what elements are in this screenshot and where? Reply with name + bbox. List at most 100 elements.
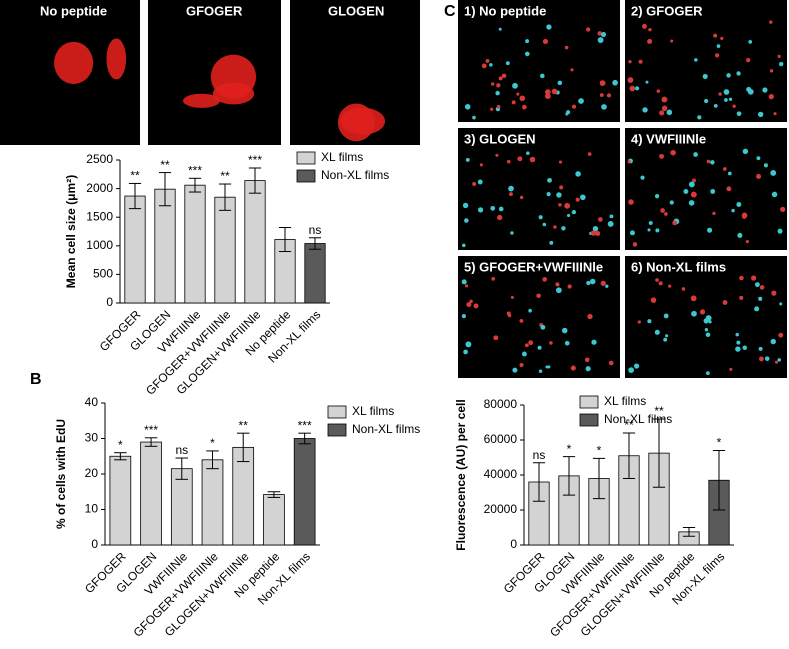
error-bar	[267, 491, 281, 498]
nucleus	[732, 104, 736, 108]
significance: ns	[175, 443, 188, 457]
nucleus	[656, 89, 661, 93]
nucleus	[736, 340, 741, 345]
error-bar	[278, 226, 292, 253]
nucleus	[726, 186, 732, 192]
nucleus	[654, 194, 660, 199]
nucleus	[608, 360, 614, 366]
nucleus	[655, 278, 659, 282]
nucleus	[509, 192, 513, 197]
nucleus	[553, 225, 557, 229]
nucleus	[706, 371, 710, 376]
nucleus	[758, 356, 764, 362]
nucleus	[498, 76, 503, 81]
nucleus	[571, 209, 577, 215]
nucleus	[521, 351, 527, 357]
nucleus	[724, 98, 728, 102]
error-bar	[532, 462, 546, 502]
nucleus	[599, 93, 604, 97]
nucleus	[727, 171, 732, 176]
nucleus	[580, 194, 586, 201]
y-tick-label: 1000	[86, 238, 113, 252]
nucleus	[715, 53, 720, 58]
bar	[244, 180, 266, 304]
nucleus	[692, 178, 696, 183]
nucleus	[722, 167, 727, 171]
nucleus	[713, 103, 718, 108]
nucleus	[697, 115, 702, 120]
y-tick-label: 0	[91, 537, 98, 551]
nucleus	[647, 319, 652, 324]
panel-label: C	[444, 3, 456, 20]
nucleus	[713, 33, 718, 38]
micrograph	[458, 256, 620, 378]
nucleus	[708, 320, 712, 324]
nucleus	[770, 169, 777, 176]
nucleus	[633, 363, 640, 369]
error-bar	[622, 432, 636, 479]
nucleus	[759, 285, 765, 290]
nucleus	[771, 290, 777, 296]
nucleus	[648, 221, 653, 225]
significance: *	[210, 436, 215, 450]
nucleus	[742, 345, 748, 351]
y-tick-label: 2500	[86, 152, 113, 166]
legend-label: XL films	[604, 394, 646, 408]
nucleus	[586, 280, 591, 286]
nucleus	[544, 93, 551, 99]
nucleus	[524, 343, 529, 348]
y-tick-label: 40000	[484, 467, 518, 481]
bar	[109, 455, 132, 546]
legend-label: Non-XL films	[352, 422, 420, 436]
significance: **	[239, 418, 249, 432]
cell	[210, 54, 257, 99]
nucleus	[519, 195, 524, 200]
nucleus	[510, 231, 514, 235]
nucleus	[561, 226, 566, 231]
nucleus	[658, 281, 663, 286]
cell	[182, 93, 221, 108]
nucleus	[718, 92, 722, 96]
nucleus	[542, 38, 549, 45]
significance: *	[567, 442, 572, 456]
nucleus	[512, 367, 518, 373]
nucleus	[758, 346, 763, 351]
error-bar	[158, 172, 172, 207]
nucleus	[703, 98, 709, 104]
y-axis-label: Mean cell size (μm²)	[64, 175, 78, 288]
nucleus	[612, 79, 618, 86]
nucleus	[507, 313, 512, 318]
legend-swatch	[579, 395, 599, 409]
nucleus	[683, 189, 689, 194]
y-tick-label: 2000	[86, 181, 113, 195]
nucleus	[764, 356, 770, 361]
nucleus	[627, 160, 631, 164]
cell	[54, 41, 94, 85]
nucleus	[746, 57, 751, 63]
error-bar	[592, 457, 606, 500]
significance: ***	[298, 418, 312, 432]
nucleus	[540, 73, 545, 79]
legend-label: Non-XL films	[321, 168, 389, 182]
nucleus	[549, 240, 554, 245]
nucleus	[756, 173, 762, 179]
y-axis-label: Fluorescence (AU) per cell	[454, 399, 468, 550]
nucleus	[496, 104, 501, 109]
error-bar	[175, 457, 189, 480]
nucleus	[472, 115, 476, 120]
image-label: 6) Non-XL films	[631, 259, 726, 274]
y-tick-label: 60000	[484, 432, 518, 446]
nucleus	[585, 366, 591, 372]
nucleus	[477, 179, 483, 185]
image-label: 4) VWFIIINle	[631, 131, 706, 146]
nucleus	[736, 111, 742, 117]
legend-label: Non-XL films	[604, 412, 672, 426]
cell	[106, 38, 127, 80]
nucleus	[647, 228, 651, 232]
nucleus	[547, 177, 552, 183]
micrograph	[458, 0, 620, 122]
nucleus	[722, 300, 728, 305]
nucleus	[496, 83, 501, 88]
nucleus	[464, 218, 469, 223]
nucleus	[591, 339, 597, 345]
